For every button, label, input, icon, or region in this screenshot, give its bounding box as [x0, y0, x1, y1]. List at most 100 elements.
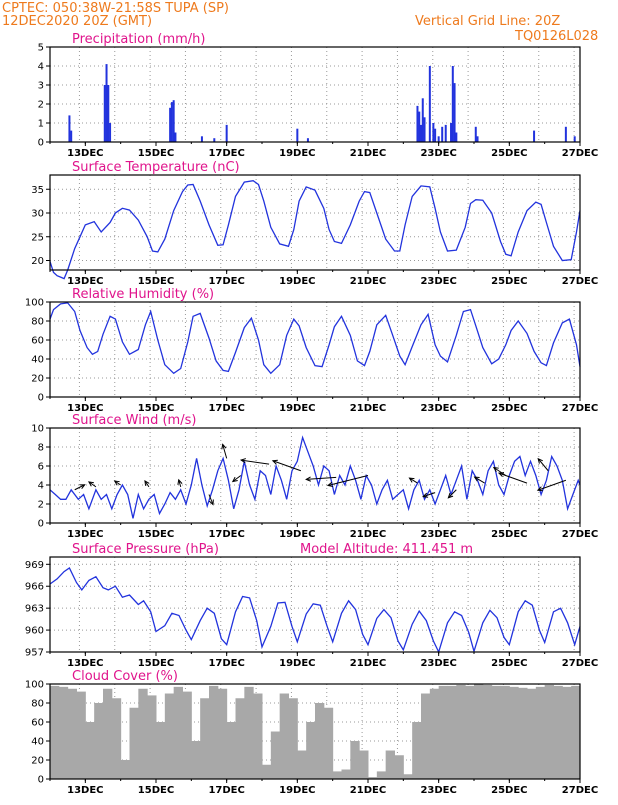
- precip-bar: [225, 124, 228, 142]
- precip-bar: [428, 66, 431, 142]
- y-tick-label: 963: [25, 604, 44, 615]
- precip-bar: [441, 126, 444, 142]
- wind-arrow-head: [239, 458, 246, 464]
- y-tick-label: 60: [31, 336, 44, 347]
- wind-arrow: [409, 477, 418, 484]
- wind-arrow-head: [492, 466, 499, 473]
- cloud-bar: [200, 698, 210, 779]
- y-tick-label: 30: [31, 209, 44, 220]
- wind-arrow: [306, 476, 337, 480]
- precip-bar: [169, 107, 172, 142]
- wind-arrow-head: [422, 492, 429, 498]
- cloud-bar: [85, 722, 95, 779]
- wind-arrow: [240, 459, 270, 465]
- wind-arrow: [74, 484, 85, 491]
- precip-bar: [172, 100, 175, 142]
- cloud-bar: [315, 703, 325, 779]
- cloud-bar: [359, 750, 369, 779]
- x-tick-label: 27DEC: [562, 529, 598, 540]
- cloud-bar: [350, 741, 360, 779]
- x-tick-label: 13DEC: [67, 148, 103, 159]
- y-tick-label: 6: [38, 462, 44, 473]
- cloud-bar: [94, 703, 104, 779]
- precip-bar: [437, 136, 440, 142]
- x-tick-label: 19DEC: [279, 276, 315, 287]
- x-tick-label: 15DEC: [138, 276, 174, 287]
- cloud-bar: [226, 722, 236, 779]
- series-line: [49, 435, 581, 519]
- cloud-bar: [120, 760, 130, 779]
- cloud-bar: [456, 684, 466, 779]
- wind-arrow: [232, 475, 242, 482]
- wind-arrow: [447, 489, 457, 499]
- x-tick-label: 25DEC: [491, 148, 527, 159]
- precip-bar: [170, 102, 173, 142]
- precip-bar: [68, 115, 71, 142]
- x-tick-label: 15DEC: [138, 785, 174, 796]
- wind-arrow-head: [113, 480, 120, 486]
- wind-arrow-head: [221, 443, 227, 450]
- wind-arrow: [208, 494, 214, 505]
- y-tick-label: 1: [38, 119, 44, 130]
- panel-title: Surface Wind (m/s): [72, 413, 196, 428]
- x-tick-label: 19DEC: [279, 403, 315, 414]
- y-tick-label: 4: [38, 481, 44, 492]
- precip-bar: [174, 132, 177, 142]
- precip-bar: [450, 123, 453, 142]
- cloud-bar: [438, 685, 448, 779]
- y-tick-label: 0: [38, 393, 44, 404]
- y-tick-label: 40: [31, 355, 44, 366]
- precip-bar: [564, 126, 567, 142]
- cloud-bar: [544, 684, 554, 779]
- precip-bar: [434, 128, 437, 142]
- header-code: TQ0126L028: [514, 29, 598, 44]
- plot-frame: [49, 301, 581, 398]
- cloud-bar: [429, 688, 440, 779]
- precip-bar: [444, 124, 447, 142]
- x-tick-label: 23DEC: [420, 148, 456, 159]
- cloud-bar: [535, 686, 546, 779]
- cloud-bar: [394, 755, 404, 779]
- wind-arrow-head: [537, 457, 543, 464]
- cloud-bar: [262, 764, 272, 779]
- wind-arrow-head: [208, 499, 214, 506]
- x-tick-label: 19DEC: [279, 148, 315, 159]
- x-tick-label: 25DEC: [491, 785, 527, 796]
- y-tick-label: 20: [31, 756, 44, 767]
- y-tick-label: 80: [31, 317, 44, 328]
- precip-bar: [420, 124, 422, 142]
- cloud-bar: [76, 691, 86, 779]
- cloud-bar: [217, 688, 228, 779]
- plot-frame: [49, 427, 581, 524]
- y-tick-label: 2: [38, 100, 44, 111]
- wind-arrow-head: [144, 479, 150, 486]
- panel-title: Precipitation (mm/h): [72, 32, 205, 47]
- y-tick-label: 40: [31, 737, 44, 748]
- x-tick-label: 13DEC: [67, 785, 103, 796]
- y-tick-label: 3: [38, 81, 44, 92]
- x-tick-label: 23DEC: [420, 403, 456, 414]
- precip-bar: [213, 138, 216, 142]
- precip-bar: [423, 117, 426, 142]
- precip-bar: [455, 132, 458, 142]
- wind-arrow-head: [473, 476, 480, 482]
- x-tick-label: 23DEC: [420, 276, 456, 287]
- cloud-bar: [376, 771, 387, 779]
- series-line: [49, 567, 581, 654]
- x-tick-label: 27DEC: [562, 276, 598, 287]
- precip-bar: [109, 123, 112, 142]
- y-tick-label: 966: [25, 582, 44, 593]
- precip-bar: [421, 98, 424, 142]
- wind-arrow: [537, 458, 549, 472]
- cloud-bar: [209, 685, 219, 779]
- y-tick-label: 8: [38, 443, 44, 454]
- cloud-bar: [527, 688, 537, 779]
- panel-3: 0 20 40 60 80 100 13DEC 15DEC 17DEC 19DEC 21DEC 23D…: [25, 287, 598, 414]
- cloud-bar: [509, 686, 519, 779]
- y-tick-label: 969: [25, 560, 44, 571]
- y-tick-label: 20: [31, 374, 44, 385]
- x-tick-label: 21DEC: [350, 276, 386, 287]
- y-tick-label: 100: [25, 298, 44, 309]
- y-tick-label: 957: [25, 648, 44, 659]
- y-tick-label: 0: [38, 775, 44, 786]
